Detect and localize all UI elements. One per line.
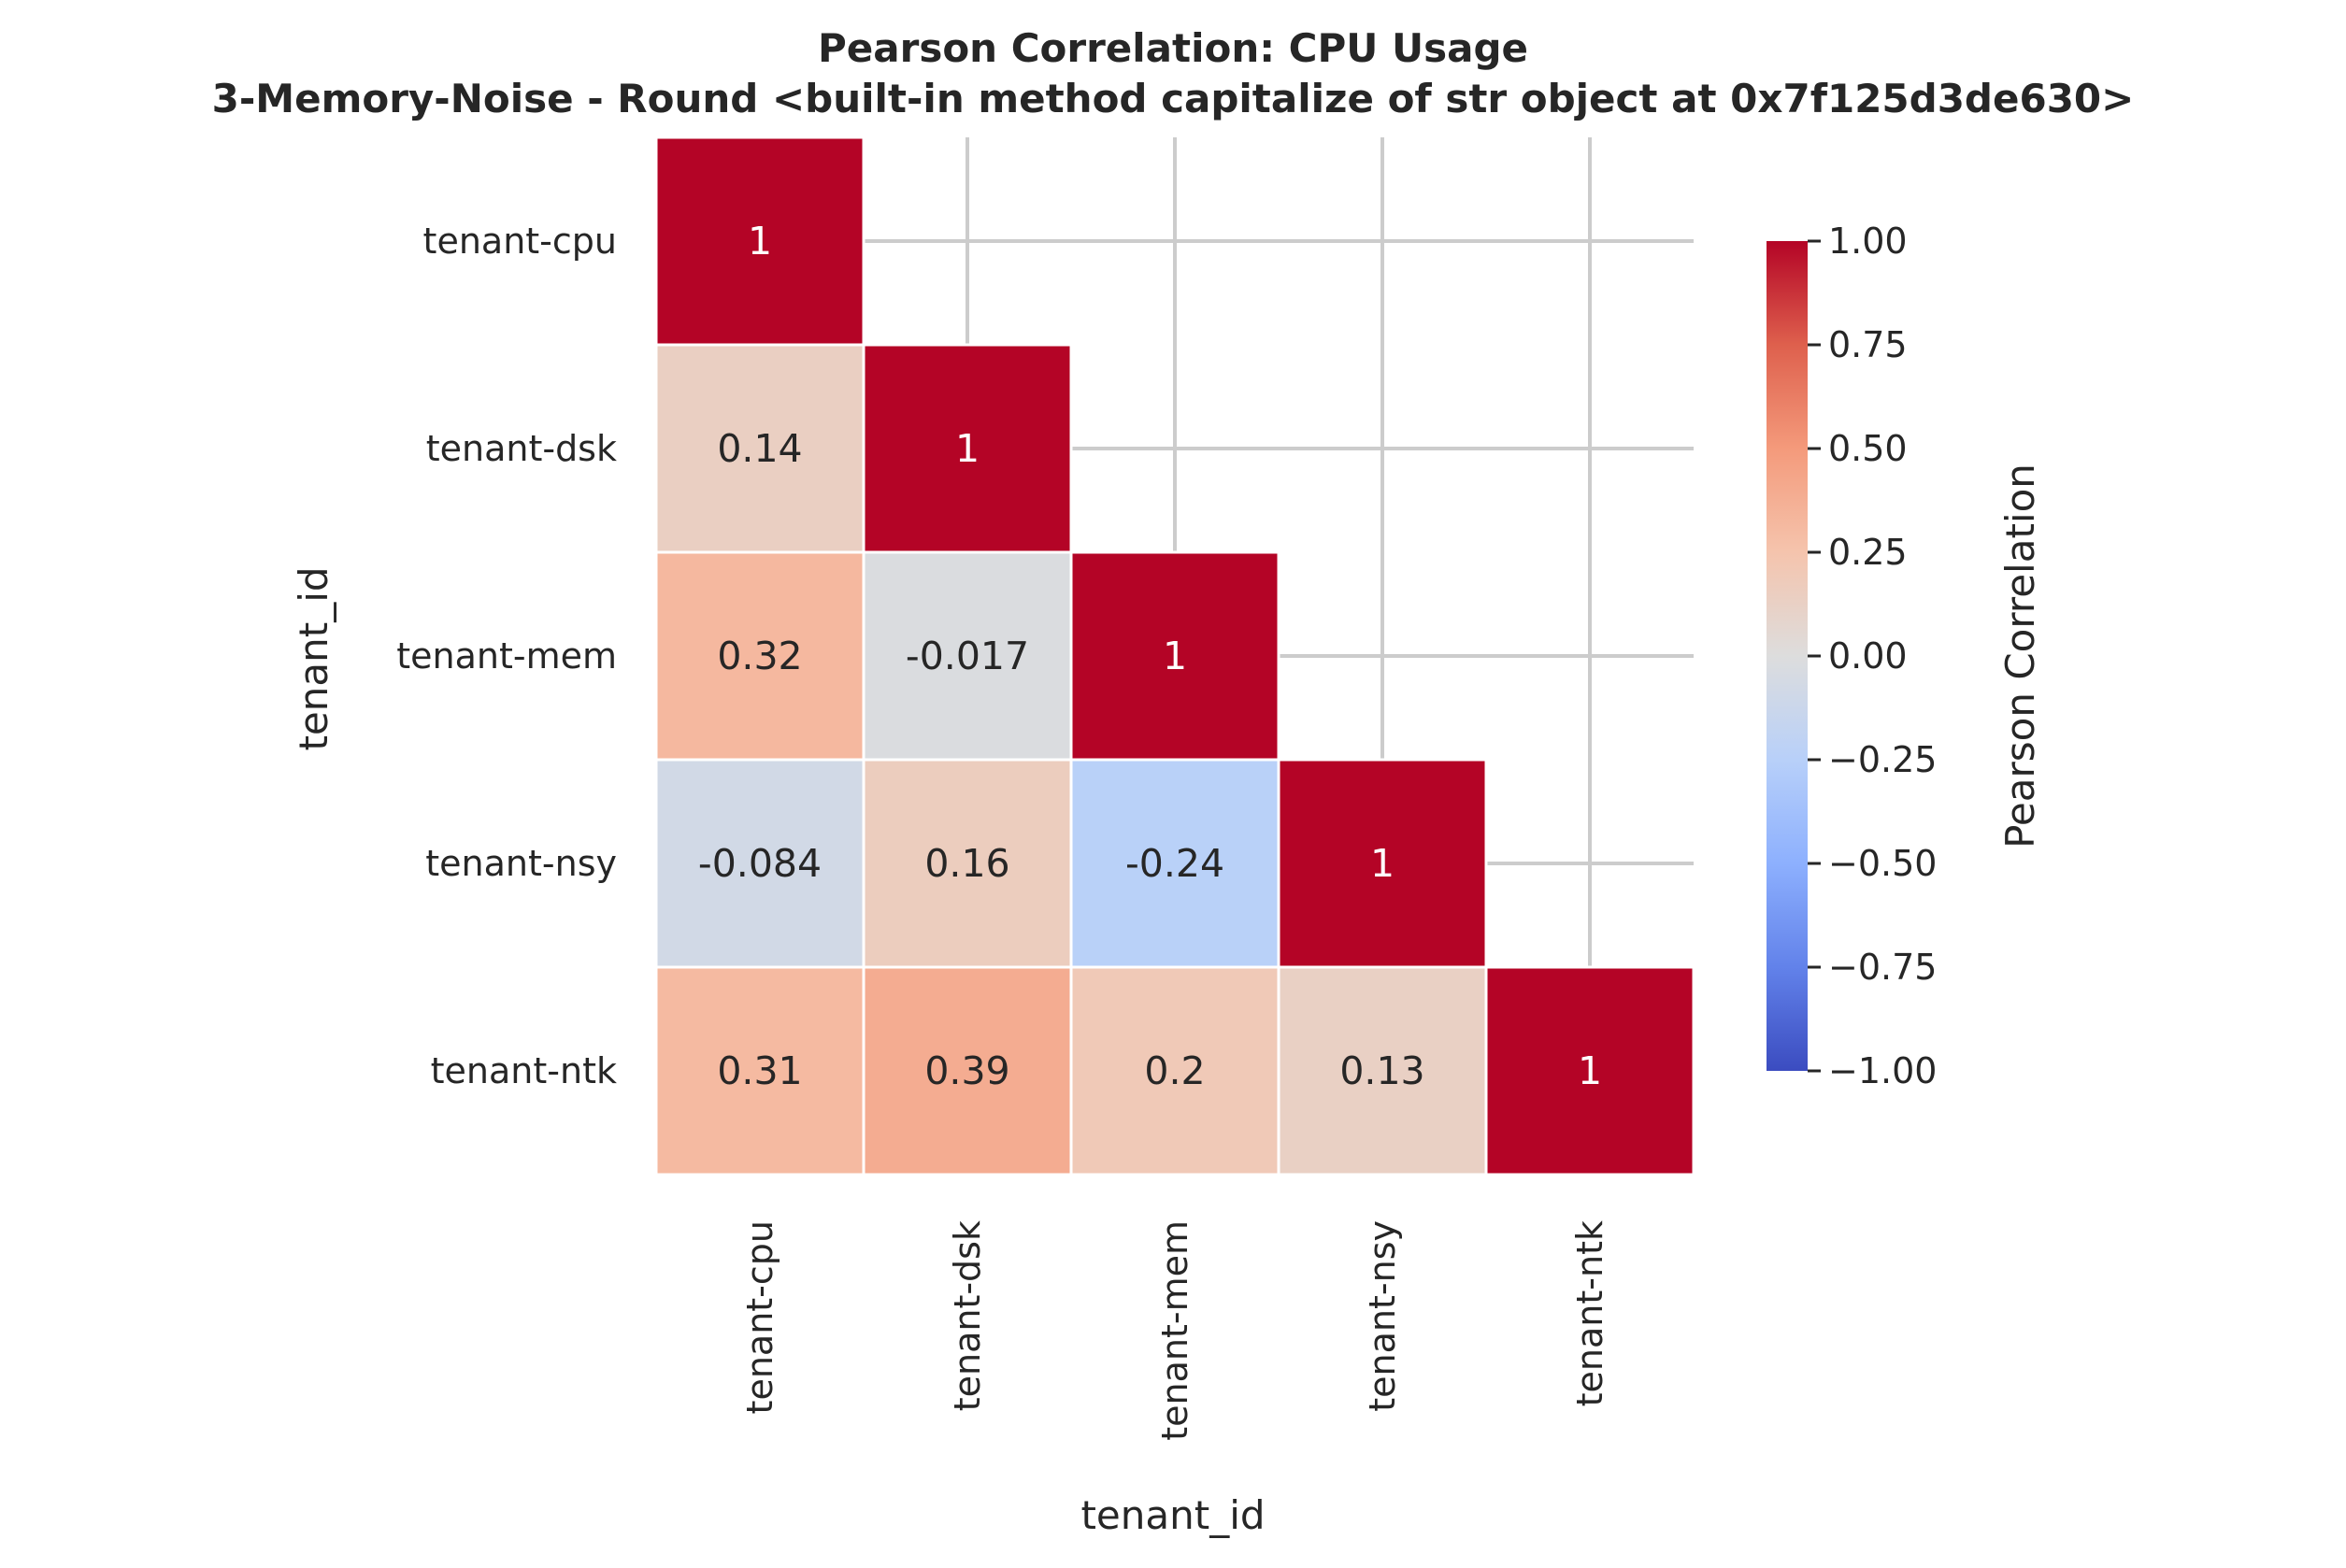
heatmap-cell-label: 0.32 [717,634,802,678]
heatmap-cell [1069,550,1280,762]
x-tick-label: tenant-dsk [947,1220,988,1411]
heatmap-cell [654,343,865,554]
colorbar [1767,241,1808,1071]
colorbar-tick-label: 0.00 [1828,635,1908,677]
heatmap-cell-label: -0.084 [698,841,822,886]
heatmap-cell-label: 1 [1370,841,1395,886]
colorbar-tick-label: −1.00 [1828,1050,1937,1091]
colorbar-tick-label: 0.75 [1828,324,1908,365]
heatmap-cell-label: 0.2 [1144,1048,1205,1093]
heatmap-cell [654,135,865,347]
colorbar-tick-label: 0.50 [1828,428,1908,469]
heatmap-cell-labels: 1 0.14 1 0.32 -0.017 1 -0.084 0.16 -0.24 1 0.31 0.3… [698,219,1602,1093]
y-tick-label: tenant-cpu [423,221,617,262]
y-tick-label: tenant-mem [396,635,617,677]
heatmap-cell-label: 1 [1578,1048,1602,1093]
heatmap-cell [654,758,865,969]
heatmap-cell [862,758,1073,969]
heatmap-cell-label: 0.13 [1339,1048,1424,1093]
chart-subtitle: 3-Memory-Noise - Round <built-in method … [212,76,2135,121]
heatmap-cell-label: 1 [955,426,980,471]
colorbar-tick-label: 1.00 [1828,221,1908,262]
y-axis-label: tenant_id [291,566,336,750]
heatmap-cell [862,550,1073,762]
x-tick-label: tenant-mem [1154,1220,1195,1441]
heatmap-cell [1277,758,1488,969]
heatmap-cell-label: 1 [748,219,772,264]
colorbar-ticks: 1.00 0.75 0.50 0.25 0.00 −0.25 −0.50 −0.75 −1.00 [1808,221,1937,1091]
heatmap-cell-label: 0.31 [717,1048,802,1093]
heatmap-cell-label: -0.24 [1125,841,1224,886]
x-tick-labels: tenant-cpu tenant-dsk tenant-mem tenant-nsy… [739,1220,1610,1441]
x-tick-label: tenant-ntk [1569,1220,1610,1406]
heatmap-cell [654,550,865,762]
colorbar-tick-label: −0.50 [1828,843,1937,884]
heatmap-cell-label: 1 [1163,634,1187,678]
colorbar-label: Pearson Correlation [1997,463,2043,848]
heatmap-cell [1484,965,1695,1176]
colorbar-tick-label: 0.25 [1828,532,1908,573]
heatmap-cell-label: -0.017 [906,634,1029,678]
x-tick-label: tenant-nsy [1362,1220,1403,1412]
colorbar-tick-label: −0.75 [1828,947,1937,988]
heatmap-cell-label: 0.14 [717,426,802,471]
heatmap-cell [1277,965,1488,1176]
heatmap-cell [654,965,865,1176]
x-axis-label: tenant_id [1080,1492,1265,1538]
heatmap-cells [654,135,1695,1176]
heatmap-cell-label: 0.39 [924,1048,1009,1093]
heatmap-cell [1069,965,1280,1176]
y-tick-label: tenant-ntk [431,1050,617,1091]
y-tick-labels: tenant-cpu tenant-dsk tenant-mem tenant-nsy… [396,221,617,1091]
y-tick-label: tenant-nsy [425,843,617,884]
x-tick-label: tenant-cpu [739,1220,780,1414]
y-tick-label: tenant-dsk [426,428,617,469]
chart-title: Pearson Correlation: CPU Usage [818,25,1528,71]
colorbar-tick-label: −0.25 [1828,739,1937,780]
heatmap-cell [862,965,1073,1176]
heatmap-cell-label: 0.16 [924,841,1009,886]
heatmap-cell [1069,758,1280,969]
